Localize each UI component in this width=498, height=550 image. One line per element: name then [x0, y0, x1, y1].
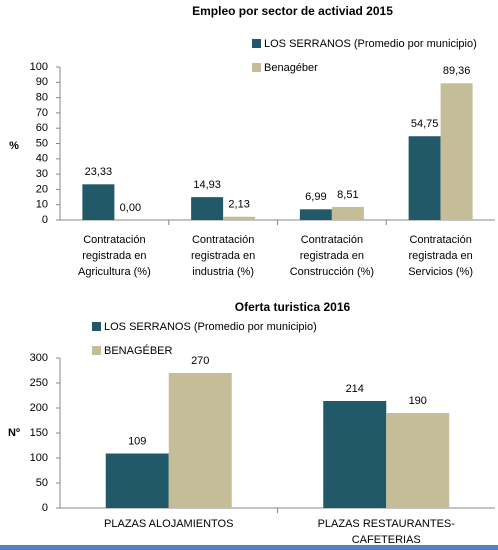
value-label: 190 — [409, 395, 427, 407]
y-tick-label: 30 — [36, 168, 48, 180]
value-label: 6,99 — [305, 191, 326, 203]
y-axis-label: Nº — [8, 427, 20, 439]
y-tick-label: 100 — [30, 452, 48, 464]
y-tick-label: 250 — [30, 377, 48, 389]
x-tick-label: Contratación registrada en Agricultura (… — [78, 234, 151, 278]
bar — [386, 413, 450, 508]
bar — [323, 401, 387, 508]
y-tick-label: 50 — [36, 137, 48, 149]
x-tick-label: PLAZAS RESTAURANTES-CAFETERIAS — [317, 518, 455, 546]
y-tick-label: 0 — [42, 502, 48, 514]
value-label: 89,36 — [443, 65, 471, 77]
y-tick-label: 0 — [42, 214, 48, 226]
y-tick-label: 200 — [30, 402, 48, 414]
bar — [168, 373, 232, 508]
chart-title: Empleo por sector de activiad 2015 — [192, 4, 393, 18]
bar — [191, 197, 224, 220]
x-tick-label: Contratación registrada en Construcción … — [289, 234, 375, 278]
y-tick-label: 100 — [30, 61, 48, 73]
bottom-bar — [0, 545, 498, 550]
bar — [408, 136, 441, 220]
y-tick-label: 150 — [30, 427, 48, 439]
y-axis-label: % — [9, 140, 19, 152]
bar — [440, 83, 473, 220]
legend-label: LOS SERRANOS (Promedio por municipio) — [104, 321, 317, 333]
legend-swatch — [252, 63, 261, 72]
y-tick-label: 90 — [36, 76, 48, 88]
x-tick-label: Contratación registrada en industria (%) — [191, 234, 256, 278]
legend-label: BENAGÉBER — [104, 344, 173, 357]
legend-label: Benagéber — [264, 62, 318, 74]
value-label: 0,00 — [120, 202, 141, 214]
legend-swatch — [252, 39, 261, 48]
y-tick-label: 70 — [36, 107, 48, 119]
legend-label: LOS SERRANOS (Promedio por municipio) — [264, 38, 477, 50]
y-tick-label: 60 — [36, 122, 48, 134]
value-label: 109 — [128, 435, 146, 447]
x-tick-label: PLAZAS ALOJAMIENTOS — [104, 518, 234, 530]
bar — [82, 184, 115, 220]
value-label: 54,75 — [411, 118, 439, 130]
value-label: 8,51 — [337, 189, 358, 201]
value-label: 270 — [191, 355, 209, 367]
y-tick-label: 80 — [36, 92, 48, 104]
y-tick-label: 20 — [36, 183, 48, 195]
bar — [105, 453, 169, 508]
legend-swatch — [92, 322, 101, 331]
y-tick-label: 40 — [36, 153, 48, 165]
chart-title: Oferta turistica 2016 — [235, 300, 351, 314]
y-tick-label: 10 — [36, 199, 48, 211]
value-label: 2,13 — [228, 199, 249, 211]
bar — [299, 209, 332, 220]
value-label: 23,33 — [85, 166, 113, 178]
legend-swatch — [92, 346, 101, 355]
bar — [223, 216, 256, 220]
y-tick-label: 300 — [30, 352, 48, 364]
y-tick-label: 50 — [36, 477, 48, 489]
value-label: 214 — [346, 383, 364, 395]
value-label: 14,93 — [193, 179, 221, 191]
x-tick-label: Contratación registrada en Servicios (%) — [408, 234, 474, 278]
bar — [331, 206, 364, 220]
